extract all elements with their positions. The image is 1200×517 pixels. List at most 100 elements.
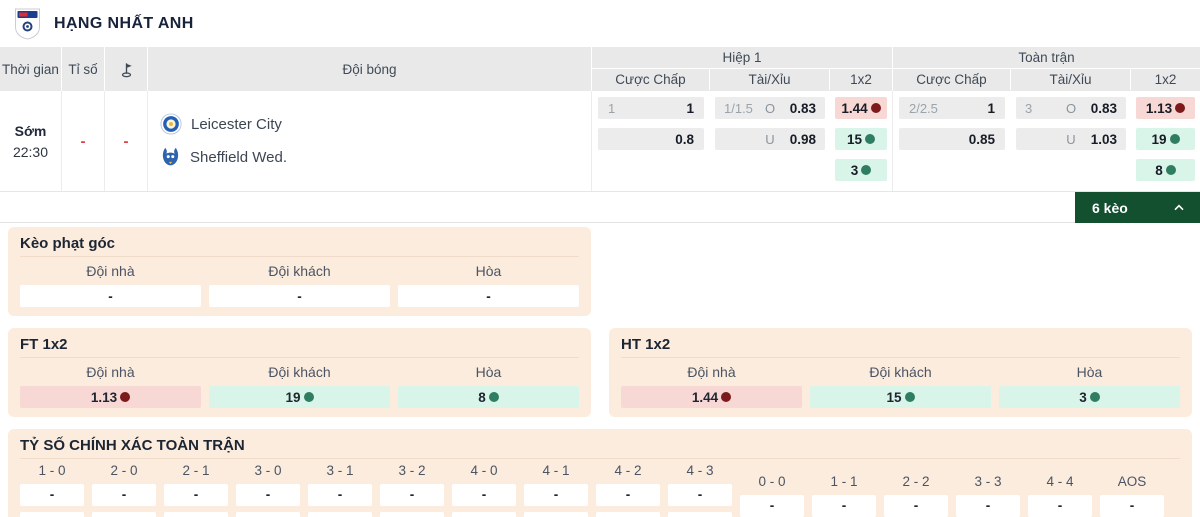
score-odds-cell[interactable]: - [452, 484, 516, 506]
score-column: 3 - 3 - [956, 474, 1020, 517]
one-x-two-odds-chip[interactable]: 8 [1136, 159, 1195, 181]
score-odds-cell[interactable]: - [380, 484, 444, 506]
score-odds-cell[interactable]: - [1100, 495, 1164, 517]
away-team-row[interactable]: Sheffield Wed. [160, 146, 287, 169]
handicap-odds-value: 1 [686, 100, 694, 116]
panel-title: Kèo phạt góc [20, 235, 579, 257]
score-label: 4 - 4 [1046, 474, 1074, 489]
fulltime-1x2-column: 1.13 19 8 [1131, 91, 1200, 191]
score-odds-cell[interactable]: - [740, 495, 804, 517]
score-odds-cell[interactable]: - [884, 495, 948, 517]
over-under-odds-chip[interactable]: 3 O 0.83 [1016, 97, 1126, 119]
sub-markets-section: Kèo phạt góc Đội nhà - Đội khách - Hòa - FT 1… [0, 223, 1200, 517]
over-under-odds-chip[interactable]: U 0.98 [715, 128, 825, 150]
odds-cell[interactable]: - [20, 285, 201, 307]
odds-cell[interactable]: - [209, 285, 390, 307]
odds-cell[interactable]: 15 [810, 386, 991, 408]
corner-kicks-panel: Kèo phạt góc Đội nhà - Đội khách - Hòa - [8, 227, 591, 316]
odds-cell[interactable]: 1.44 [621, 386, 802, 408]
col-header-half1-handicap: Cược Chấp [592, 69, 710, 90]
one-x-two-odds-chip[interactable]: 1.13 [1136, 97, 1195, 119]
corner-kicks-odds: Đội nhà - Đội khách - Hòa - [20, 263, 579, 307]
corner-flag-icon [121, 62, 132, 77]
odds-cell[interactable]: 8 [398, 386, 579, 408]
score-odds-cell[interactable]: - [308, 512, 372, 517]
col-header-half1-1x2: 1x2 [850, 72, 872, 87]
one-x-two-odds-chip[interactable]: 1.44 [835, 97, 887, 119]
over-under-odds-value: 0.83 [789, 100, 816, 116]
odds-cell[interactable]: 3 [999, 386, 1180, 408]
score-odds-cell[interactable]: - [164, 512, 228, 517]
score-odds-cell[interactable]: - [596, 484, 660, 506]
over-under-odds-value: 0.98 [789, 131, 816, 147]
fulltime-overunder-column: 3 O 0.83 U 1.03 [1011, 91, 1131, 191]
match-time-label: Sớm [14, 122, 47, 139]
score-label: 3 - 2 [398, 463, 426, 478]
score-column: 3 - 2 - - [380, 463, 444, 517]
over-under-odds-chip[interactable]: U 1.03 [1016, 128, 1126, 150]
over-under-odds-chip[interactable]: 1/1.5 O 0.83 [715, 97, 825, 119]
handicap-odds-chip[interactable]: 0.8 [598, 128, 704, 150]
odds-trend-dot-icon [1175, 103, 1186, 113]
score-column: 2 - 2 - [884, 474, 948, 517]
score-column: 3 - 0 - - [236, 463, 300, 517]
panel-column: Đội khách - [209, 263, 390, 307]
score-odds-cell[interactable]: - [380, 512, 444, 517]
score-odds-cell[interactable]: - [92, 512, 156, 517]
score-column: 2 - 0 - - [92, 463, 156, 517]
odds-trend-dot-icon [865, 134, 876, 144]
score-odds-cell[interactable]: - [308, 484, 372, 506]
odds-cell[interactable]: 1.13 [20, 386, 201, 408]
score-odds-cell[interactable]: - [452, 512, 516, 517]
column-label: Đội nhà [86, 364, 135, 380]
score-odds-cell[interactable]: - [20, 484, 84, 506]
score-odds-cell[interactable]: - [1028, 495, 1092, 517]
one-x-two-odds-chip[interactable]: 3 [835, 159, 887, 181]
score-odds-cell[interactable]: - [236, 484, 300, 506]
score-odds-cell[interactable]: - [524, 512, 588, 517]
col-header-fulltime-1x2: 1x2 [1154, 72, 1177, 87]
odds-cell[interactable]: - [398, 285, 579, 307]
score-column: 1 - 0 - - [20, 463, 84, 517]
odds-cell[interactable]: 19 [209, 386, 390, 408]
one-x-two-odds-chip[interactable]: 15 [835, 128, 887, 150]
correct-score-panel: TỶ SỐ CHÍNH XÁC TOÀN TRẬN 1 - 0--2 - 0--… [8, 429, 1192, 517]
panel-title: HT 1x2 [621, 336, 1180, 358]
score-column: 2 - 1 - - [164, 463, 228, 517]
score-odds-cell[interactable]: - [164, 484, 228, 506]
handicap-odds-chip[interactable]: 0.85 [899, 128, 1005, 150]
column-label: Hòa [475, 364, 502, 380]
away-team-name: Sheffield Wed. [190, 149, 288, 166]
handicap-odds-chip[interactable]: 2/2.5 1 [899, 97, 1005, 119]
score-odds-cell[interactable]: - [668, 484, 732, 506]
col-header-half1-overunder: Tài/Xỉu [710, 69, 830, 90]
odds-trend-dot-icon [721, 392, 732, 402]
chevron-up-icon [1174, 204, 1184, 210]
over-under-side: U [765, 131, 775, 147]
score-odds-cell[interactable]: - [596, 512, 660, 517]
score-odds-cell[interactable]: - [956, 495, 1020, 517]
one-x-two-odds-chip[interactable]: 19 [1136, 128, 1195, 150]
col-header-corners [105, 47, 148, 91]
score-odds-cell[interactable]: - [92, 484, 156, 506]
over-under-side: O [1065, 100, 1077, 116]
score-column: 1 - 1 - [812, 474, 876, 517]
score-odds-cell[interactable]: - [524, 484, 588, 506]
panel-column: Hòa 8 [398, 364, 579, 408]
score-odds-cell[interactable]: - [20, 512, 84, 517]
odds-count-expander-button[interactable]: 6 kèo [1075, 192, 1200, 223]
odds-trend-dot-icon [1089, 392, 1100, 402]
col-group-fulltime: Toàn trận Cược Chấp Tài/Xỉu 1x2 [893, 47, 1200, 91]
efl-league-badge-icon [15, 8, 40, 40]
panel-column: Đội khách 15 [810, 364, 991, 408]
home-team-row[interactable]: Leicester City [160, 113, 287, 135]
score-odds-cell[interactable]: - [812, 495, 876, 517]
score-label: 4 - 3 [686, 463, 714, 478]
match-kickoff-time: 22:30 [12, 143, 49, 160]
match-corners: - [105, 91, 148, 191]
score-odds-cell[interactable]: - [236, 512, 300, 517]
col-header-team: Đội bóng [148, 47, 592, 91]
score-odds-cell[interactable]: - [668, 512, 732, 517]
score-label: 4 - 0 [470, 463, 498, 478]
